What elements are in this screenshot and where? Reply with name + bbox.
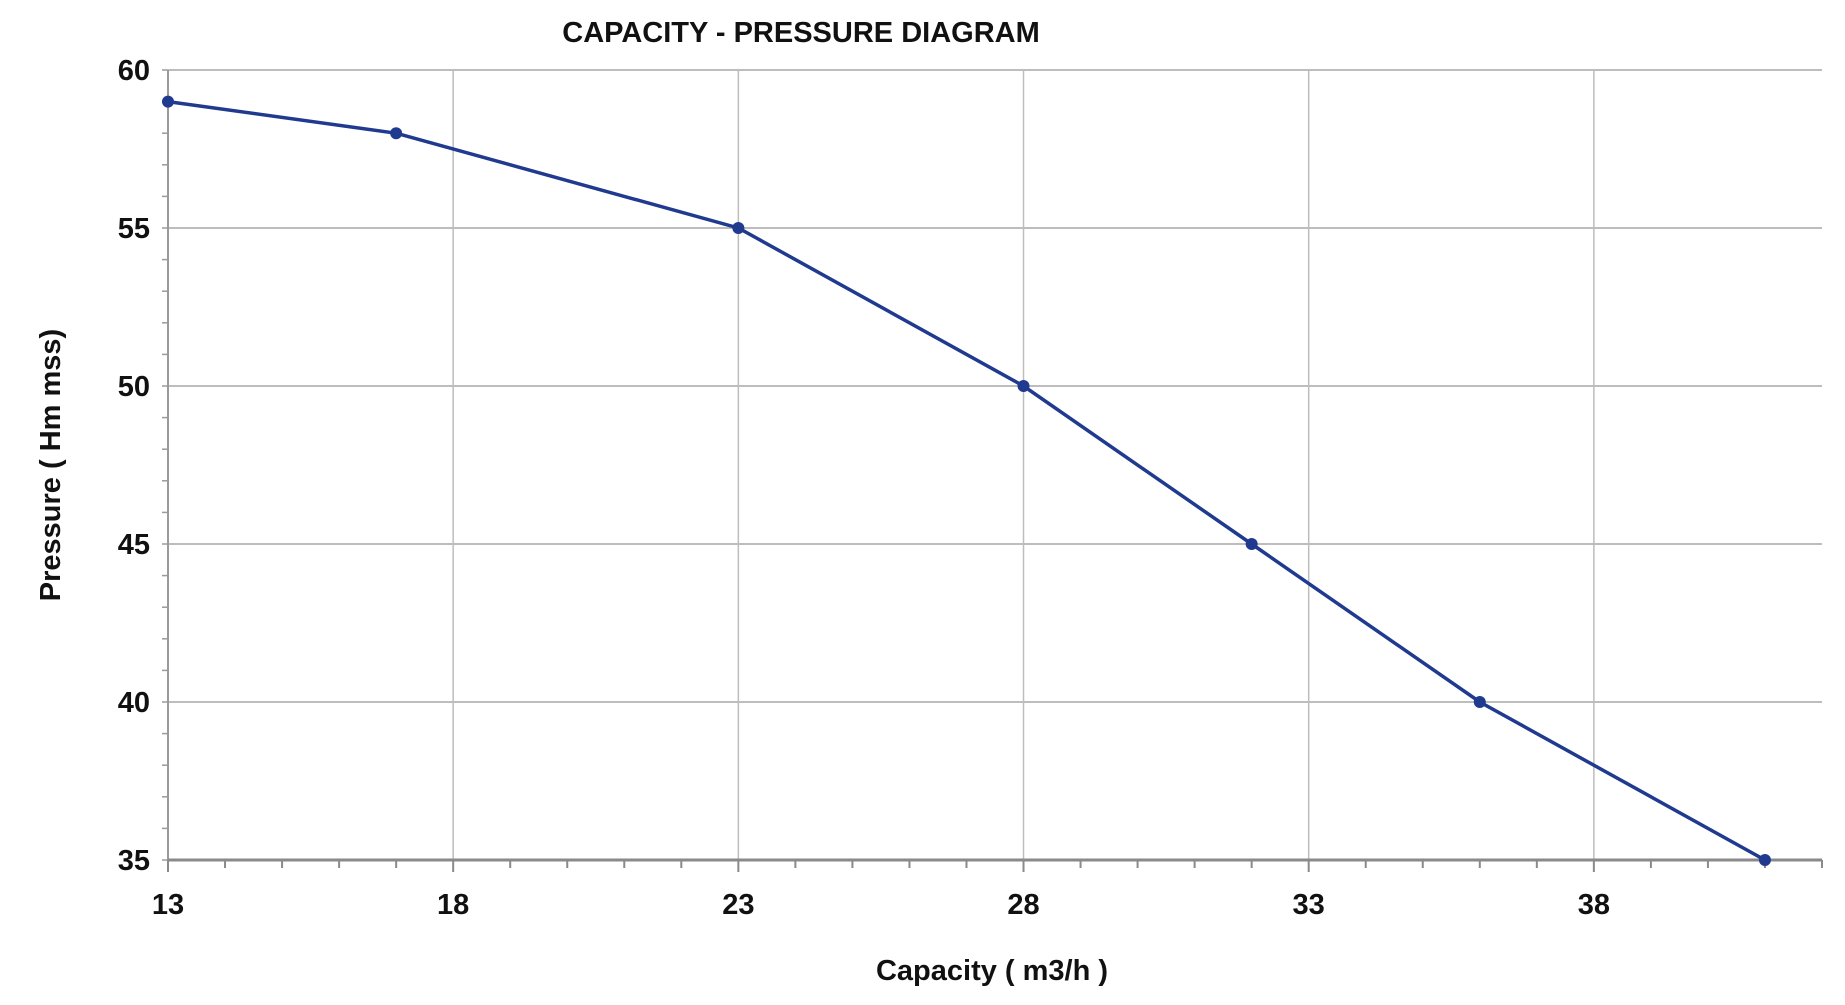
data-point bbox=[162, 95, 174, 108]
data-point bbox=[1245, 538, 1258, 550]
data-point bbox=[732, 222, 745, 234]
data-point bbox=[1758, 854, 1771, 866]
series-line bbox=[167, 99, 1766, 862]
x-tick-label: 33 bbox=[1293, 889, 1325, 921]
y-tick-label: 55 bbox=[118, 213, 150, 245]
y-axis-label: Pressure ( Hm mss) bbox=[35, 329, 67, 601]
chart-title: CAPACITY - PRESSURE DIAGRAM bbox=[562, 17, 1039, 49]
tick-labels: 35 40 45 50 55 60 13 18 23 28 33 38 bbox=[118, 55, 1610, 921]
y-tick-label: 50 bbox=[118, 371, 150, 403]
y-tick-label: 60 bbox=[118, 55, 150, 87]
x-tick-label: 18 bbox=[437, 889, 469, 921]
axes bbox=[162, 69, 1823, 872]
x-tick-label: 38 bbox=[1578, 889, 1610, 921]
y-tick-label: 40 bbox=[118, 687, 150, 719]
data-point bbox=[1017, 380, 1030, 392]
grid bbox=[168, 69, 1822, 860]
data-point bbox=[390, 127, 403, 140]
y-tick-label: 45 bbox=[118, 529, 150, 561]
series bbox=[162, 95, 1771, 866]
data-point bbox=[1473, 696, 1486, 708]
x-tick-label: 23 bbox=[722, 889, 754, 921]
y-tick-label: 35 bbox=[118, 845, 150, 877]
x-axis-label: Capacity ( m3/h ) bbox=[876, 955, 1108, 987]
x-tick-label: 13 bbox=[152, 889, 184, 921]
x-tick-label: 28 bbox=[1007, 889, 1039, 921]
